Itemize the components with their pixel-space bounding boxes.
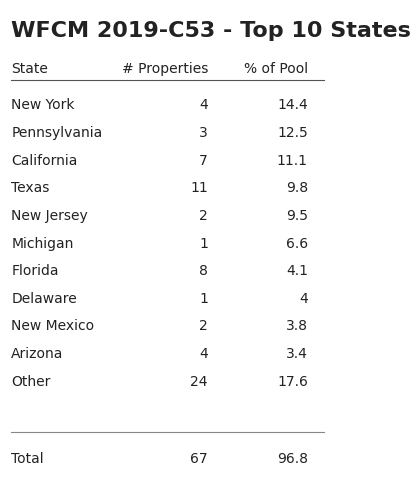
Text: % of Pool: % of Pool xyxy=(244,62,308,76)
Text: New Mexico: New Mexico xyxy=(11,319,95,333)
Text: 6.6: 6.6 xyxy=(286,237,308,250)
Text: Florida: Florida xyxy=(11,264,59,278)
Text: New York: New York xyxy=(11,98,75,112)
Text: Michigan: Michigan xyxy=(11,237,74,250)
Text: 17.6: 17.6 xyxy=(277,375,308,389)
Text: 2: 2 xyxy=(199,209,208,223)
Text: California: California xyxy=(11,154,78,168)
Text: 2: 2 xyxy=(199,319,208,333)
Text: Pennsylvania: Pennsylvania xyxy=(11,126,102,140)
Text: 12.5: 12.5 xyxy=(277,126,308,140)
Text: 24: 24 xyxy=(190,375,208,389)
Text: 9.5: 9.5 xyxy=(286,209,308,223)
Text: 1: 1 xyxy=(199,292,208,306)
Text: 3.8: 3.8 xyxy=(286,319,308,333)
Text: Total: Total xyxy=(11,452,44,466)
Text: 96.8: 96.8 xyxy=(277,452,308,466)
Text: 8: 8 xyxy=(199,264,208,278)
Text: 14.4: 14.4 xyxy=(277,98,308,112)
Text: WFCM 2019-C53 - Top 10 States: WFCM 2019-C53 - Top 10 States xyxy=(11,21,411,41)
Text: # Properties: # Properties xyxy=(121,62,208,76)
Text: State: State xyxy=(11,62,48,76)
Text: 9.8: 9.8 xyxy=(286,181,308,195)
Text: Delaware: Delaware xyxy=(11,292,77,306)
Text: Arizona: Arizona xyxy=(11,347,64,361)
Text: 1: 1 xyxy=(199,237,208,250)
Text: 67: 67 xyxy=(190,452,208,466)
Text: 4: 4 xyxy=(299,292,308,306)
Text: 11.1: 11.1 xyxy=(277,154,308,168)
Text: New Jersey: New Jersey xyxy=(11,209,88,223)
Text: 4: 4 xyxy=(199,347,208,361)
Text: Texas: Texas xyxy=(11,181,50,195)
Text: 3: 3 xyxy=(199,126,208,140)
Text: 7: 7 xyxy=(199,154,208,168)
Text: 4: 4 xyxy=(199,98,208,112)
Text: 4.1: 4.1 xyxy=(286,264,308,278)
Text: Other: Other xyxy=(11,375,51,389)
Text: 11: 11 xyxy=(190,181,208,195)
Text: 3.4: 3.4 xyxy=(286,347,308,361)
